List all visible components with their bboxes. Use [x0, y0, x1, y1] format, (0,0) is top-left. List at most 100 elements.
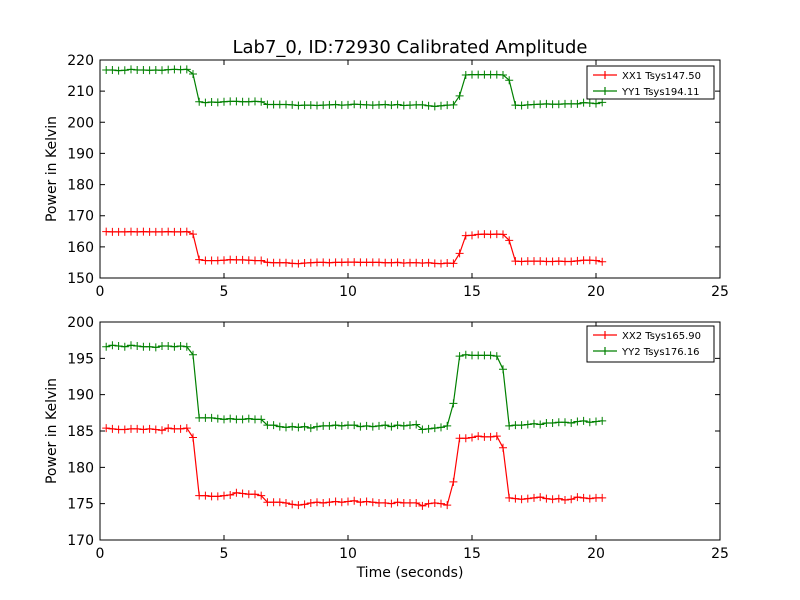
data-point [282, 498, 290, 507]
data-point [455, 249, 464, 258]
data-point [530, 493, 538, 502]
data-point [182, 227, 191, 236]
data-point [294, 423, 303, 432]
data-point [220, 415, 228, 424]
x-tick-label: 25 [711, 546, 729, 562]
data-point [306, 498, 315, 507]
data-point [573, 256, 582, 265]
data-point [430, 102, 439, 111]
axes-frame [99, 59, 721, 279]
data-point [381, 498, 390, 507]
data-point [368, 498, 377, 507]
data-point [182, 342, 191, 351]
data-point [548, 419, 557, 428]
data-point [499, 230, 507, 239]
x-tick-label: 10 [339, 284, 357, 300]
data-point [523, 420, 532, 429]
data-point [387, 422, 396, 431]
data-point [449, 399, 458, 408]
data-point [536, 420, 545, 429]
data-point [139, 425, 148, 434]
legend-swatch [593, 87, 617, 95]
chart-title: Lab7_0, ID:72930 Calibrated Amplitude [232, 37, 587, 58]
data-point [505, 236, 514, 245]
data-point [424, 258, 433, 267]
y-tick-label: 175 [67, 497, 94, 513]
data-point [468, 433, 476, 442]
data-point [282, 423, 290, 432]
data-point [412, 498, 421, 507]
data-point [207, 413, 216, 422]
data-point [195, 97, 204, 106]
y-axis-label: Power in Kelvin [44, 378, 60, 484]
data-point [275, 498, 284, 507]
y-tick-label: 195 [67, 351, 94, 367]
data-point [505, 421, 514, 430]
data-point [424, 424, 433, 433]
data-point [350, 421, 359, 430]
data-point [424, 101, 433, 110]
data-point [455, 91, 464, 100]
data-point [437, 259, 445, 268]
data-point [294, 501, 303, 510]
data-point [381, 100, 390, 109]
data-point [350, 496, 359, 505]
data-point [598, 257, 607, 266]
data-point [120, 425, 129, 434]
data-point [567, 495, 576, 504]
data-point [189, 70, 197, 79]
x-tick-label: 15 [463, 546, 481, 562]
data-point [182, 424, 191, 433]
data-point [499, 70, 507, 79]
data-point [182, 65, 191, 74]
data-point [288, 100, 297, 109]
data-point [393, 421, 402, 430]
data-point [499, 443, 507, 452]
y-tick-label: 180 [67, 460, 94, 476]
x-tick-label: 20 [587, 546, 605, 562]
data-point [573, 417, 582, 426]
y-tick-label: 190 [67, 388, 94, 404]
bottom-subplot: Power in Kelvin Time (seconds) 0 5 10 15 20 2… [44, 315, 729, 581]
data-point [306, 424, 315, 433]
y-tick-label: 220 [67, 53, 94, 69]
data-point [567, 257, 576, 266]
data-point [461, 434, 470, 443]
data-point [189, 433, 197, 442]
data-point [331, 421, 340, 430]
data-point [257, 256, 266, 265]
data-point [201, 491, 210, 500]
data-point [486, 351, 495, 360]
x-tick-label: 5 [220, 546, 229, 562]
data-point [579, 493, 588, 502]
data-point [517, 101, 526, 110]
data-point [257, 415, 266, 424]
y-tick-label: 170 [67, 209, 94, 225]
data-point [362, 421, 371, 430]
data-point [412, 420, 421, 429]
y-tick-label: 200 [67, 315, 94, 331]
data-point [592, 256, 600, 265]
data-point [325, 498, 334, 507]
data-point [362, 497, 371, 506]
x-tick-label: 10 [339, 546, 357, 562]
data-point [120, 66, 129, 75]
data-point [164, 424, 173, 433]
data-point [523, 494, 532, 503]
data-point [232, 488, 241, 497]
data-point [387, 101, 396, 110]
data-point [592, 417, 600, 426]
data-point [102, 342, 111, 351]
data-point [127, 65, 135, 74]
data-point [542, 494, 551, 503]
data-point [133, 424, 142, 433]
data-point [592, 99, 600, 108]
data-point [344, 497, 352, 506]
data-point [189, 350, 197, 359]
data-point [437, 499, 445, 508]
data-point [554, 494, 563, 503]
data-point [158, 66, 166, 75]
data-point [108, 65, 117, 74]
